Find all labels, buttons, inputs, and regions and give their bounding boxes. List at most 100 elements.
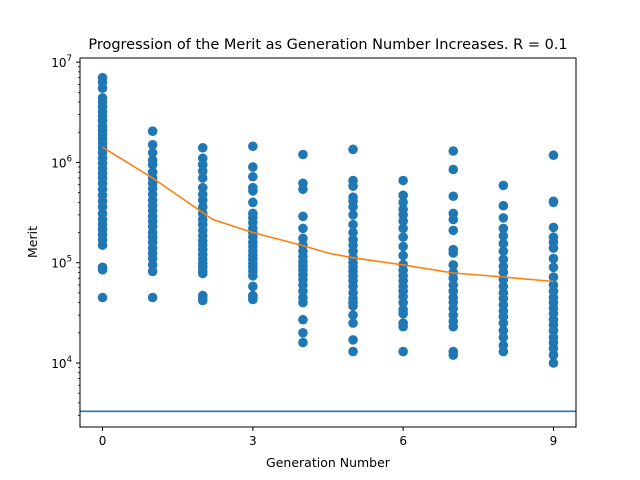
- data-point: [298, 337, 308, 348]
- data-point: [398, 197, 408, 208]
- data-point: [398, 308, 408, 319]
- y-tick-label: 106: [51, 154, 72, 170]
- data-point: [97, 240, 108, 250]
- data-point: [398, 241, 408, 252]
- data-point: [448, 321, 459, 332]
- data-point: [498, 223, 509, 234]
- data-point: [398, 250, 408, 261]
- data-point: [448, 146, 459, 156]
- data-point: [197, 195, 208, 206]
- data-point: [348, 202, 358, 212]
- data-point: [298, 314, 308, 325]
- data-point: [348, 301, 358, 311]
- data-point: [348, 318, 358, 328]
- data-point: [348, 310, 358, 320]
- y-tick-label: 107: [51, 54, 72, 70]
- data-point: [448, 225, 459, 236]
- data-point: [498, 213, 509, 223]
- data-point: [498, 325, 509, 336]
- data-point: [348, 227, 358, 238]
- data-point: [498, 200, 509, 211]
- x-tick-label: 9: [550, 434, 558, 448]
- data-point: [298, 223, 308, 234]
- data-point: [448, 164, 459, 175]
- data-point: [448, 303, 459, 314]
- data-point: [398, 297, 408, 308]
- data-point: [147, 126, 158, 136]
- chart-title: Progression of the Merit as Generation N…: [88, 37, 567, 53]
- data-point: [97, 83, 108, 93]
- data-point: [548, 222, 559, 233]
- data-point: [548, 262, 559, 273]
- data-point: [248, 197, 258, 208]
- data-point: [498, 267, 509, 278]
- data-point: [398, 216, 408, 226]
- data-point: [197, 268, 208, 279]
- data-point: [248, 186, 258, 196]
- data-point: [548, 150, 559, 161]
- data-point: [197, 182, 208, 193]
- data-point: [398, 232, 408, 242]
- data-point: [298, 328, 308, 338]
- data-point: [248, 162, 258, 172]
- data-point: [498, 332, 509, 343]
- data-point: [498, 180, 509, 191]
- data-point: [398, 175, 408, 186]
- x-tick-label: 0: [99, 434, 107, 448]
- scatter-points: [97, 72, 559, 368]
- data-point: [248, 281, 258, 292]
- data-point: [248, 171, 258, 182]
- data-point: [348, 346, 358, 357]
- data-point: [498, 246, 509, 257]
- y-tick-label: 104: [51, 355, 72, 371]
- data-point: [298, 149, 308, 160]
- data-point: [97, 292, 108, 303]
- data-point: [298, 297, 308, 308]
- y-axis-label: Merit: [25, 226, 40, 258]
- data-point: [147, 147, 158, 158]
- data-point: [348, 144, 358, 155]
- data-point: [498, 238, 509, 249]
- data-point: [548, 350, 559, 360]
- data-point: [398, 223, 408, 234]
- data-point: [548, 253, 559, 264]
- data-point: [197, 142, 208, 153]
- data-point: [498, 231, 509, 241]
- data-point: [448, 214, 459, 225]
- data-point: [147, 292, 158, 303]
- data-point: [548, 325, 559, 336]
- data-point: [448, 191, 459, 202]
- x-tick-label: 3: [249, 434, 257, 448]
- x-tick-label: 6: [399, 434, 407, 448]
- data-point: [248, 141, 258, 152]
- x-axis-label: Generation Number: [266, 455, 391, 470]
- data-point: [548, 243, 559, 253]
- data-point: [448, 273, 459, 284]
- data-point: [498, 318, 509, 328]
- data-point: [298, 233, 308, 244]
- data-point: [448, 248, 459, 258]
- data-point: [197, 166, 208, 176]
- mean-merit-line: [102, 146, 554, 283]
- data-point: [548, 358, 559, 368]
- plot-frame: [79, 57, 577, 428]
- data-point: [498, 346, 509, 357]
- data-point: [147, 139, 158, 150]
- data-point: [248, 294, 258, 305]
- series-lines: [80, 146, 576, 413]
- data-point: [548, 197, 559, 208]
- data-point: [147, 159, 158, 170]
- data-point: [348, 219, 358, 230]
- data-point: [97, 264, 108, 275]
- data-point: [248, 271, 258, 281]
- data-point: [398, 321, 408, 332]
- data-point: [448, 350, 459, 360]
- data-point: [197, 295, 208, 306]
- y-axis-ticks: 104 105 106 107: [51, 54, 80, 416]
- data-point: [398, 190, 408, 201]
- data-point: [448, 260, 459, 270]
- data-point: [348, 210, 358, 220]
- data-point: [348, 335, 358, 345]
